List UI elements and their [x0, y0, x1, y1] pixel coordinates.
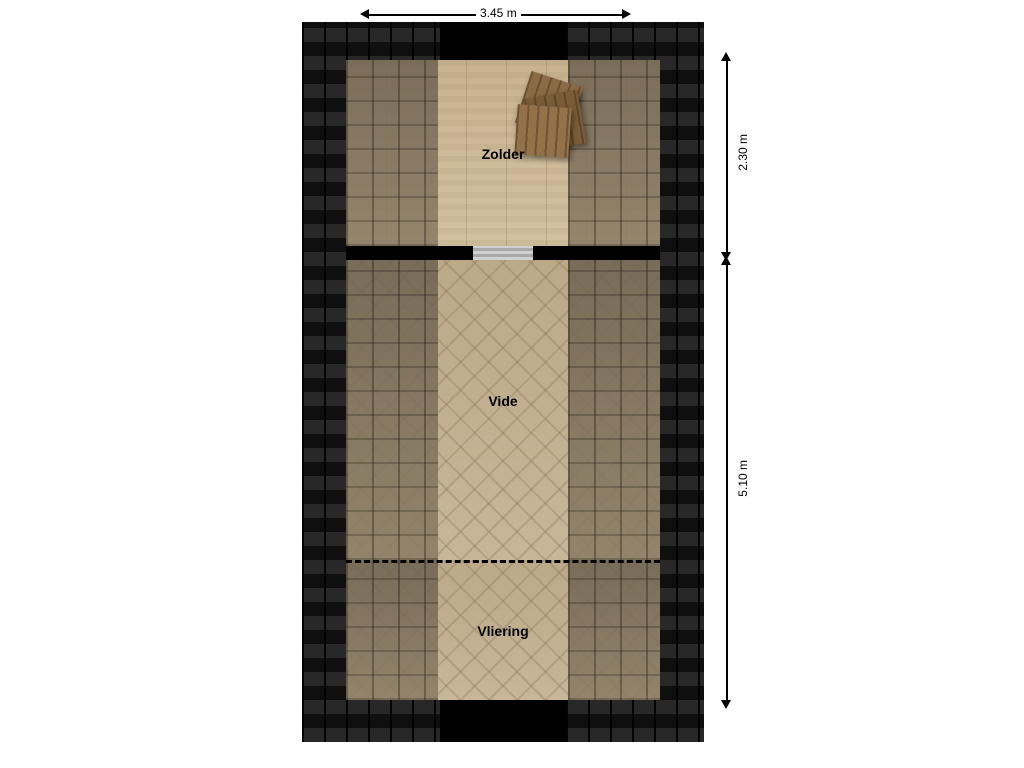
dim-right2-line	[726, 264, 728, 700]
label-vliering: Vliering	[443, 623, 563, 639]
arrow-right-icon	[622, 9, 631, 19]
vliering-side-left	[346, 560, 438, 700]
arrow-down-icon	[721, 700, 731, 709]
zolder-side-left	[346, 60, 438, 246]
arrow-up-icon	[721, 52, 731, 61]
label-vide: Vide	[443, 393, 563, 409]
arrow-up-icon	[721, 256, 731, 265]
bottom-opening	[440, 700, 566, 742]
vliering-side-right	[568, 560, 660, 700]
label-zolder: Zolder	[443, 146, 563, 162]
dim-top-label: 3.45 m	[476, 6, 521, 20]
dashed-divider	[346, 560, 660, 563]
door-opening	[470, 246, 536, 260]
vide-side-right	[568, 260, 660, 560]
arrow-left-icon	[360, 9, 369, 19]
top-opening	[440, 22, 566, 60]
dim-right1-label: 2.30 m	[732, 134, 754, 171]
dim-right2-label: 5.10 m	[732, 460, 754, 497]
dim-right1-line	[726, 60, 728, 252]
inner-wall-right	[536, 246, 660, 260]
vide-side-left	[346, 260, 438, 560]
floorplan-canvas: Zolder Vide Vliering 3.45 m 2.30 m 5.10 …	[0, 0, 1024, 768]
inner-wall-left	[346, 246, 470, 260]
